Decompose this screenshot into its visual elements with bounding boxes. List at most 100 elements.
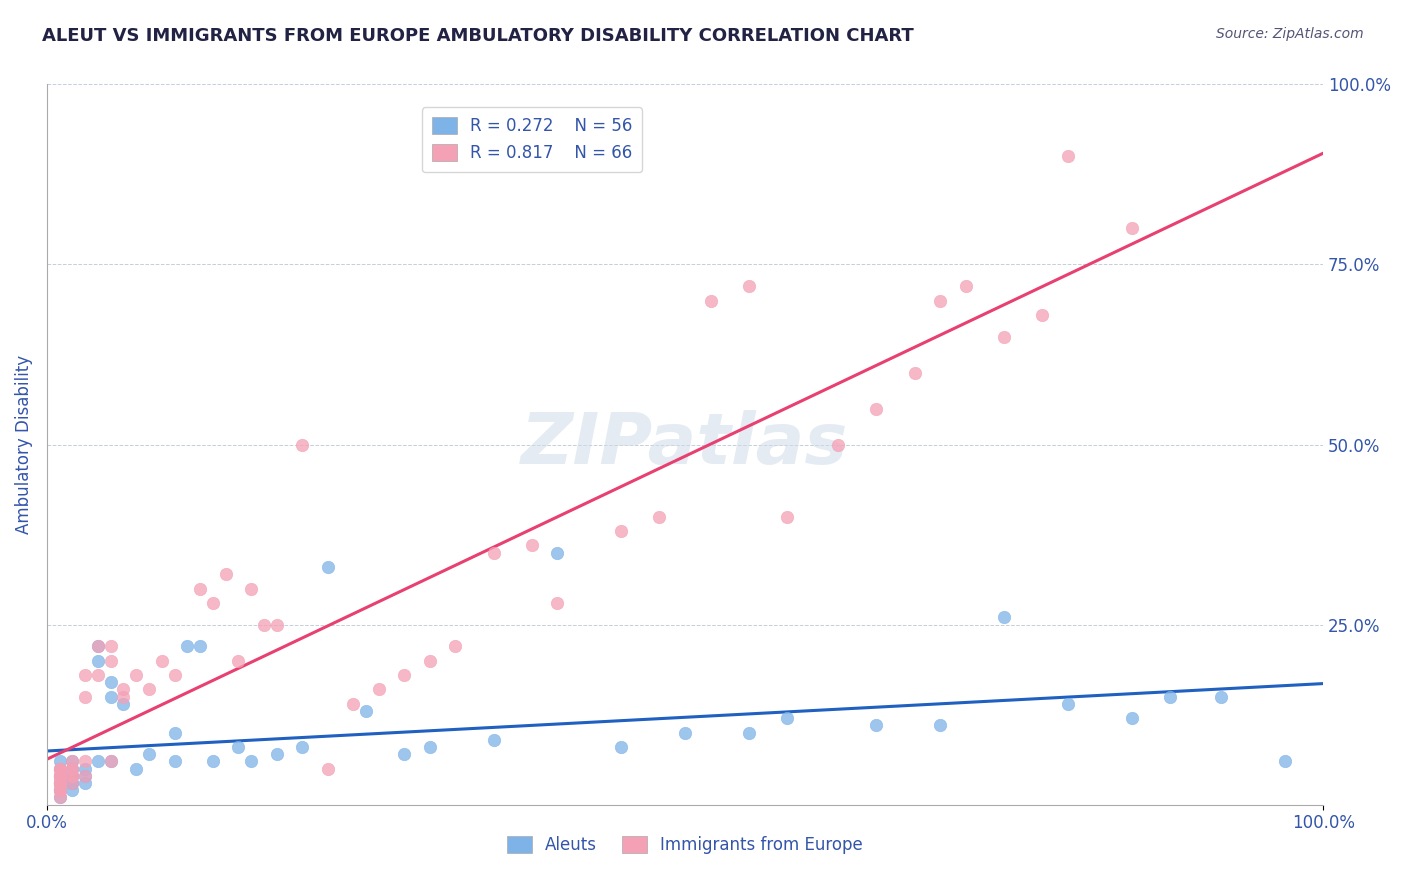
- Point: [827, 437, 849, 451]
- Point: [48, 776, 70, 790]
- Point: [62, 769, 84, 783]
- Point: [1274, 755, 1296, 769]
- Point: [993, 329, 1015, 343]
- Point: [929, 293, 952, 308]
- Point: [291, 437, 314, 451]
- Point: [776, 509, 799, 524]
- Point: [48, 762, 70, 776]
- Point: [75, 776, 97, 790]
- Point: [253, 617, 276, 632]
- Point: [648, 509, 671, 524]
- Point: [291, 740, 314, 755]
- Point: [610, 524, 633, 538]
- Point: [188, 639, 211, 653]
- Point: [48, 776, 70, 790]
- Point: [75, 762, 97, 776]
- Point: [112, 682, 135, 697]
- Point: [1121, 221, 1143, 235]
- Point: [150, 654, 173, 668]
- Point: [546, 596, 568, 610]
- Point: [87, 654, 110, 668]
- Point: [1031, 308, 1053, 322]
- Point: [48, 769, 70, 783]
- Point: [62, 776, 84, 790]
- Point: [75, 769, 97, 783]
- Point: [62, 769, 84, 783]
- Point: [929, 718, 952, 732]
- Point: [482, 546, 505, 560]
- Point: [48, 769, 70, 783]
- Point: [201, 755, 224, 769]
- Point: [48, 776, 70, 790]
- Point: [48, 769, 70, 783]
- Point: [62, 762, 84, 776]
- Point: [75, 668, 97, 682]
- Point: [48, 783, 70, 797]
- Point: [75, 690, 97, 704]
- Point: [75, 755, 97, 769]
- Point: [904, 366, 927, 380]
- Point: [100, 675, 122, 690]
- Point: [266, 747, 288, 762]
- Text: Source: ZipAtlas.com: Source: ZipAtlas.com: [1216, 27, 1364, 41]
- Point: [125, 668, 148, 682]
- Point: [419, 740, 441, 755]
- Point: [610, 740, 633, 755]
- Point: [776, 711, 799, 725]
- Point: [100, 654, 122, 668]
- Point: [62, 762, 84, 776]
- Point: [738, 279, 761, 293]
- Point: [316, 762, 339, 776]
- Point: [62, 762, 84, 776]
- Point: [201, 596, 224, 610]
- Point: [48, 783, 70, 797]
- Point: [48, 783, 70, 797]
- Point: [955, 279, 977, 293]
- Point: [48, 790, 70, 805]
- Point: [48, 783, 70, 797]
- Point: [354, 704, 377, 718]
- Point: [100, 639, 122, 653]
- Point: [48, 762, 70, 776]
- Point: [228, 740, 250, 755]
- Point: [112, 690, 135, 704]
- Point: [673, 725, 696, 739]
- Point: [546, 546, 568, 560]
- Point: [367, 682, 389, 697]
- Point: [266, 617, 288, 632]
- Point: [75, 769, 97, 783]
- Point: [699, 293, 721, 308]
- Point: [87, 755, 110, 769]
- Point: [87, 639, 110, 653]
- Point: [1159, 690, 1181, 704]
- Point: [87, 668, 110, 682]
- Point: [865, 401, 887, 416]
- Point: [394, 668, 416, 682]
- Y-axis label: Ambulatory Disability: Ambulatory Disability: [15, 355, 32, 534]
- Point: [48, 762, 70, 776]
- Legend: R = 0.272    N = 56, R = 0.817    N = 66: R = 0.272 N = 56, R = 0.817 N = 66: [422, 107, 643, 172]
- Point: [316, 560, 339, 574]
- Point: [419, 654, 441, 668]
- Point: [1057, 697, 1080, 711]
- Point: [482, 732, 505, 747]
- Point: [48, 776, 70, 790]
- Point: [62, 769, 84, 783]
- Point: [240, 582, 263, 596]
- Point: [62, 755, 84, 769]
- Point: [163, 725, 186, 739]
- Point: [62, 776, 84, 790]
- Point: [48, 762, 70, 776]
- Point: [48, 776, 70, 790]
- Point: [100, 755, 122, 769]
- Point: [62, 776, 84, 790]
- Point: [394, 747, 416, 762]
- Point: [1209, 690, 1232, 704]
- Point: [138, 747, 160, 762]
- Point: [240, 755, 263, 769]
- Point: [138, 682, 160, 697]
- Point: [48, 755, 70, 769]
- Point: [176, 639, 198, 653]
- Point: [112, 697, 135, 711]
- Point: [865, 718, 887, 732]
